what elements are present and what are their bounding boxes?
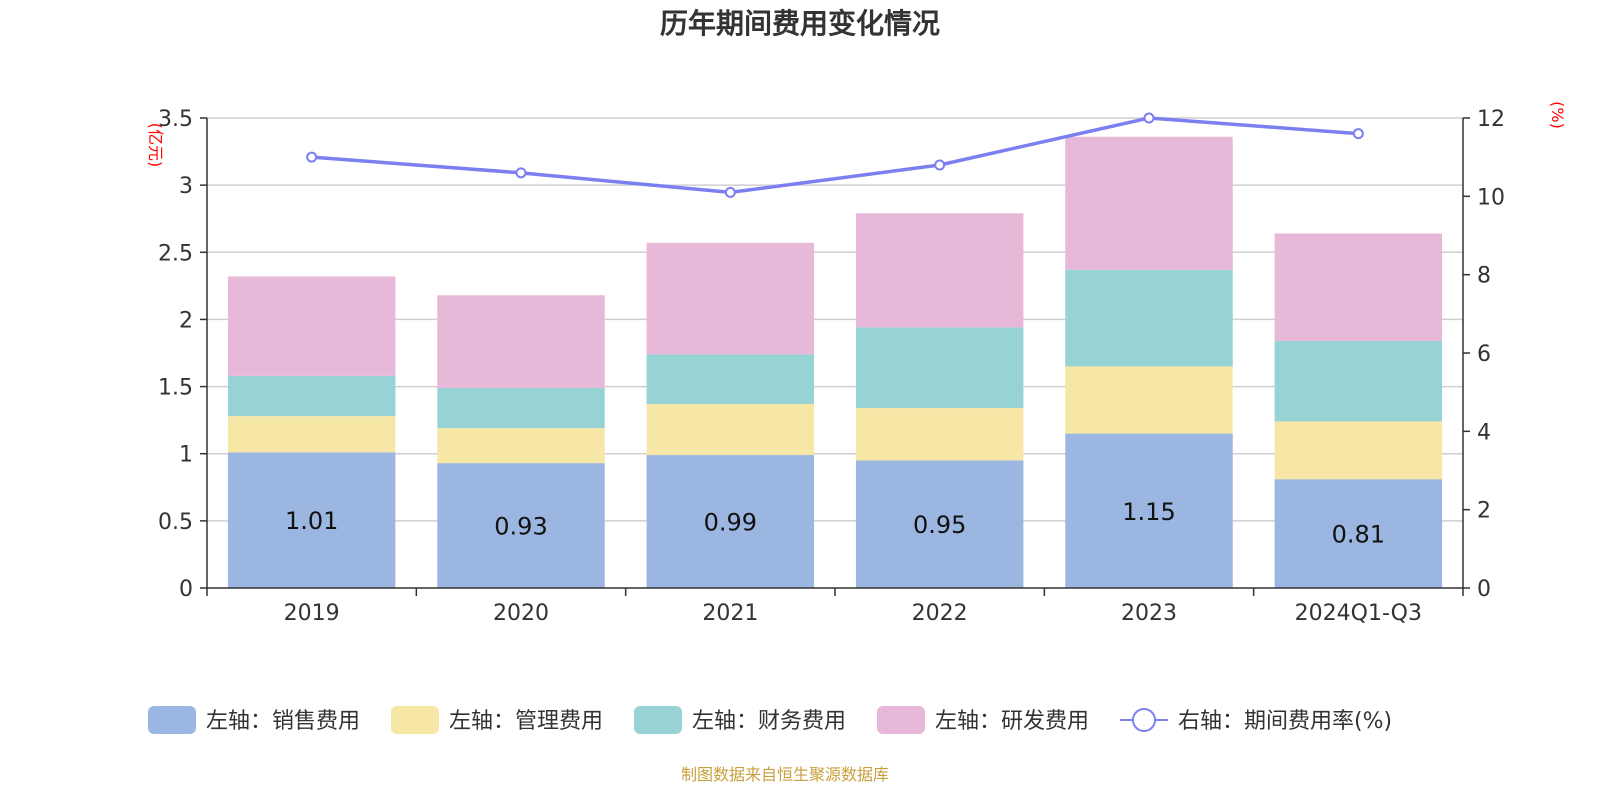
data-labels: 1.01 0.93 0.99 0.95 1.15 0.81 — [285, 498, 1385, 549]
bar-segment — [1065, 136, 1233, 270]
left-tick-label: 1.5 — [158, 376, 193, 401]
legend-swatch — [877, 706, 925, 734]
rate-point — [515, 167, 527, 179]
grid — [207, 117, 1463, 522]
rate-point — [1143, 112, 1155, 124]
axes: 0 0.5 1 1.5 2 2.5 3 3.5 0 2 4 6 8 10 12 2019 2020 2021 202… — [158, 107, 1505, 626]
bar-segment — [646, 242, 815, 355]
left-tick-label: 3 — [179, 174, 193, 199]
rate-line-path — [311, 116, 1359, 195]
bar-segment — [855, 213, 1024, 328]
left-tick-label: 3.5 — [158, 107, 193, 132]
right-tick-label: 4 — [1477, 420, 1491, 445]
bar-segment — [227, 375, 396, 417]
legend: 左轴：销售费用 左轴：管理费用 左轴：财务费用 左轴：研发费用 右轴：期间费用率(%) — [148, 706, 1392, 734]
source-note: 制图数据来自恒生聚源数据库 — [681, 765, 889, 784]
right-tick-label: 6 — [1477, 342, 1491, 367]
rate-point — [724, 186, 736, 198]
data-label: 1.15 — [1122, 498, 1175, 526]
data-label: 0.93 — [494, 513, 547, 541]
bar-segment — [1274, 340, 1443, 422]
bar-segment — [855, 460, 1024, 588]
bar-segment — [855, 327, 1024, 409]
right-tick-label: 2 — [1477, 499, 1491, 524]
bar-segment — [437, 387, 605, 429]
x-tick-label: 2022 — [912, 601, 968, 626]
bars — [227, 136, 1443, 588]
bar-segment — [646, 354, 815, 405]
bar-segment — [646, 455, 815, 588]
data-label: 0.95 — [913, 511, 966, 539]
x-tick-label: 2023 — [1121, 601, 1177, 626]
left-tick-label: 2.5 — [158, 241, 193, 266]
legend-label: 左轴：研发费用 — [935, 709, 1089, 734]
left-tick-label: 2 — [179, 308, 193, 333]
rate-point — [934, 159, 946, 171]
x-tick-label: 2024Q1-Q3 — [1295, 601, 1422, 626]
left-axis-unit: (亿元) — [146, 123, 165, 168]
left-tick-label: 0 — [179, 577, 193, 602]
legend-swatch — [634, 706, 682, 734]
data-label: 0.99 — [704, 509, 757, 537]
bar-segment — [437, 295, 605, 388]
legend-swatch — [148, 706, 196, 734]
x-tick-label: 2021 — [702, 601, 758, 626]
right-tick-label: 12 — [1477, 107, 1505, 132]
legend-label: 左轴：管理费用 — [449, 709, 603, 734]
bar-segment — [227, 416, 396, 453]
bar-segment — [646, 404, 815, 456]
data-label: 0.81 — [1332, 521, 1385, 549]
right-axis-unit: (%) — [1548, 101, 1567, 129]
bar-segment — [855, 408, 1024, 461]
bar-segment — [227, 452, 396, 588]
legend-marker-icon — [1132, 708, 1156, 732]
left-tick-label: 0.5 — [158, 510, 193, 535]
right-tick-label: 8 — [1477, 264, 1491, 289]
bar-segment — [1065, 433, 1233, 588]
bar-segment — [1274, 479, 1443, 588]
bar-segment — [227, 276, 396, 376]
bar-segment — [1274, 233, 1443, 341]
chart-title: 历年期间费用变化情况 — [660, 7, 940, 40]
bar-segment — [1274, 421, 1443, 480]
bar-segment — [1065, 366, 1233, 434]
right-tick-label: 10 — [1477, 185, 1505, 210]
rate-point — [306, 151, 318, 163]
bar-segment — [437, 463, 605, 588]
bar-segment — [437, 428, 605, 464]
right-tick-label: 0 — [1477, 577, 1491, 602]
legend-label: 左轴：销售费用 — [206, 709, 360, 734]
left-tick-label: 1 — [179, 443, 193, 468]
rate-line — [306, 112, 1364, 198]
legend-swatch — [391, 706, 439, 734]
x-tick-label: 2020 — [493, 601, 549, 626]
legend-label: 右轴：期间费用率(%) — [1178, 709, 1392, 734]
bar-segment — [1065, 269, 1233, 367]
legend-label: 左轴：财务费用 — [692, 709, 846, 734]
data-label: 1.01 — [285, 507, 338, 535]
x-tick-label: 2019 — [284, 601, 340, 626]
rate-point — [1352, 128, 1364, 140]
